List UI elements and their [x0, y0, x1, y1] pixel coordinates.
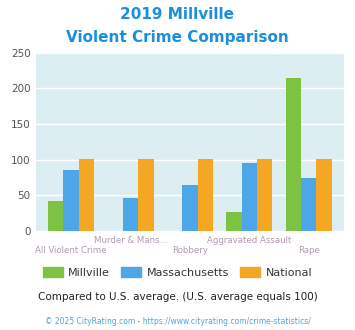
Bar: [301, 178, 316, 231]
Bar: [198, 159, 213, 231]
Bar: [257, 159, 273, 231]
Bar: [64, 170, 79, 231]
Text: Rape: Rape: [298, 246, 320, 255]
Bar: [138, 159, 154, 231]
Text: Violent Crime Comparison: Violent Crime Comparison: [66, 30, 289, 45]
Text: 2019 Millville: 2019 Millville: [120, 7, 235, 21]
Legend: Millville, Massachusetts, National: Millville, Massachusetts, National: [38, 263, 317, 282]
Bar: [48, 201, 64, 231]
Text: Compared to U.S. average. (U.S. average equals 100): Compared to U.S. average. (U.S. average …: [38, 292, 317, 302]
Bar: [316, 159, 332, 231]
Bar: [242, 163, 257, 231]
Text: Murder & Mans...: Murder & Mans...: [94, 236, 167, 245]
Text: Robbery: Robbery: [172, 246, 208, 255]
Bar: [182, 185, 198, 231]
Bar: [285, 78, 301, 231]
Text: All Violent Crime: All Violent Crime: [36, 246, 107, 255]
Bar: [226, 213, 242, 231]
Bar: [123, 198, 138, 231]
Text: Aggravated Assault: Aggravated Assault: [207, 236, 291, 245]
Text: © 2025 CityRating.com - https://www.cityrating.com/crime-statistics/: © 2025 CityRating.com - https://www.city…: [45, 317, 310, 326]
Bar: [79, 159, 94, 231]
